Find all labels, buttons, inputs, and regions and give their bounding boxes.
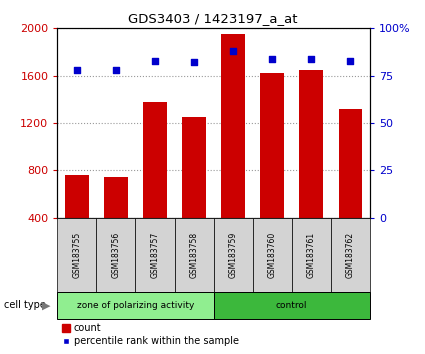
Bar [96,218,136,292]
Bar [57,292,213,319]
Bar [104,177,128,218]
Text: GSM183756: GSM183756 [111,232,120,278]
Text: GSM183758: GSM183758 [190,232,198,278]
Point [269,56,275,62]
Bar [57,218,96,292]
Text: ▶: ▶ [42,300,50,310]
Bar [300,70,323,218]
Point [230,48,236,54]
Bar [331,218,370,292]
Bar [338,109,362,218]
Point [74,67,80,73]
Point [347,58,354,63]
Text: GDS3403 / 1423197_a_at: GDS3403 / 1423197_a_at [128,12,297,25]
Bar [136,218,175,292]
Bar [175,218,213,292]
Bar [292,218,331,292]
Point [308,56,314,62]
Point [113,67,119,73]
Point [152,58,159,63]
Bar [221,34,245,218]
Text: cell type: cell type [4,300,46,310]
Text: GSM183762: GSM183762 [346,232,355,278]
Bar [182,117,206,218]
Text: GSM183755: GSM183755 [72,232,82,278]
Bar [252,218,292,292]
Bar [143,102,167,218]
Legend: count, percentile rank within the sample: count, percentile rank within the sample [62,324,239,346]
Text: zone of polarizing activity: zone of polarizing activity [77,301,194,310]
Bar [213,292,370,319]
Point [191,59,198,65]
Bar [213,218,252,292]
Text: GSM183760: GSM183760 [268,232,277,278]
Text: GSM183761: GSM183761 [307,232,316,278]
Text: GSM183759: GSM183759 [229,232,238,278]
Bar [261,73,284,218]
Text: control: control [276,301,307,310]
Text: GSM183757: GSM183757 [150,232,159,278]
Bar [65,175,88,218]
